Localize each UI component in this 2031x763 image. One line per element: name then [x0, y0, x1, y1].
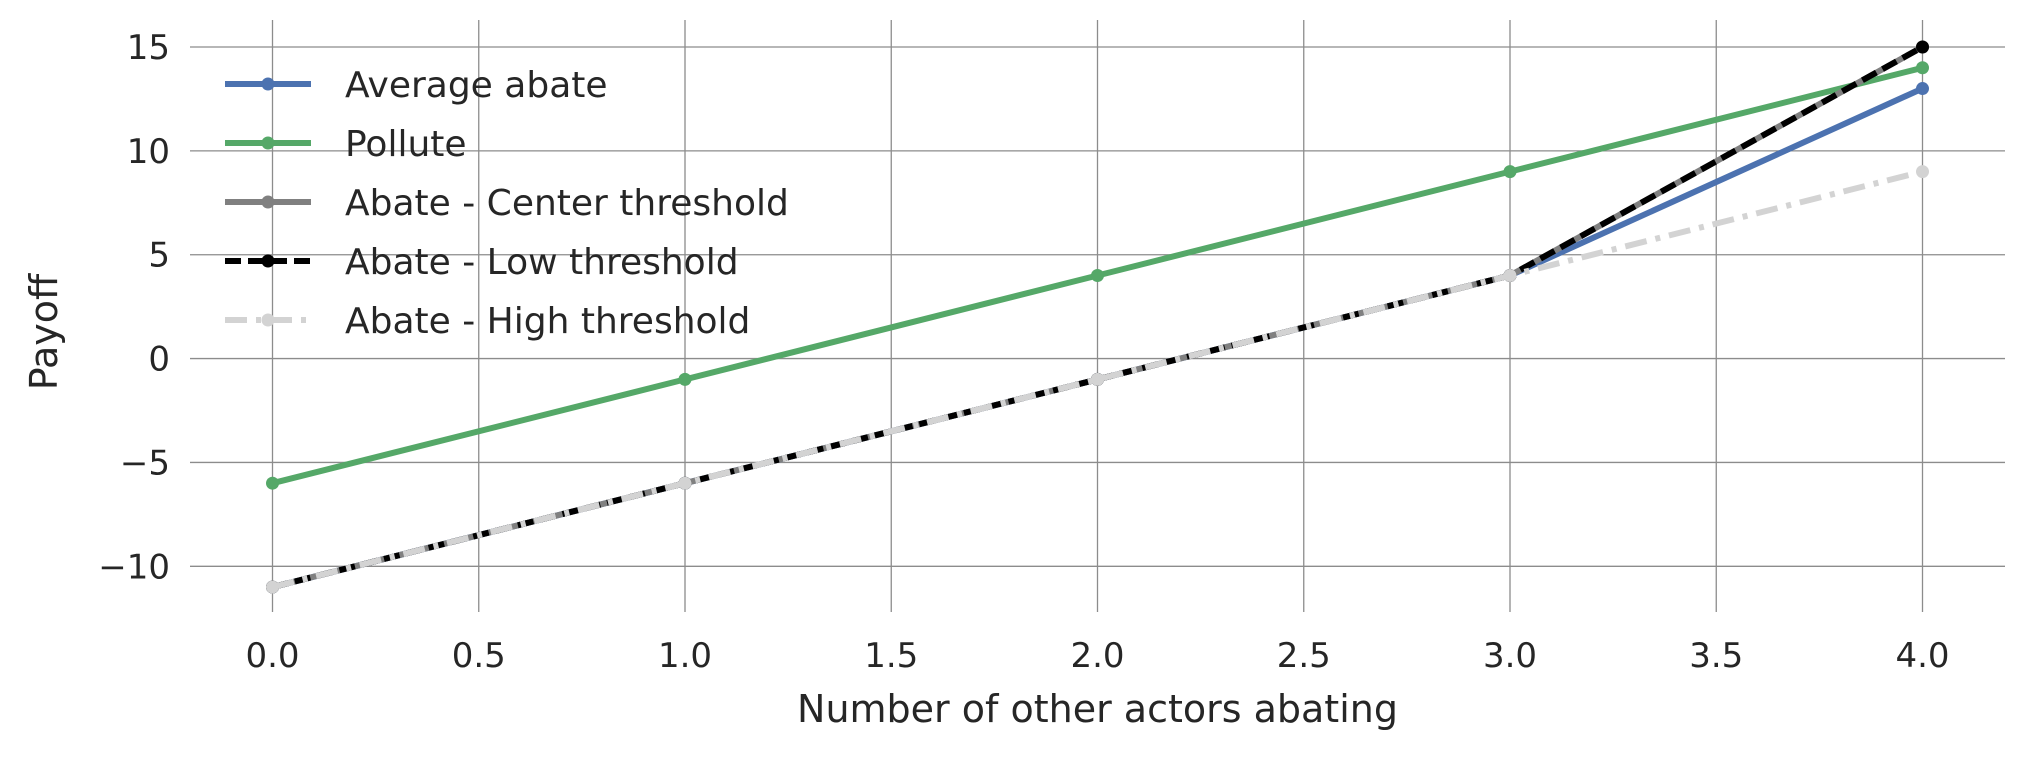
- data-point: [266, 580, 279, 594]
- y-tick-labels: −10 −5 0 5 10 15: [98, 28, 170, 587]
- x-tick-labels: 0.0 0.5 1.0 1.5 2.0 2.5 3.0 3.5 4.0: [245, 636, 1949, 676]
- legend-item-4: Abate - High threshold: [225, 301, 750, 342]
- y-tick-label: 0: [148, 340, 170, 380]
- legend-label: Abate - Low threshold: [345, 242, 739, 283]
- data-point: [1916, 82, 1929, 96]
- legend-label: Abate - High threshold: [345, 301, 750, 342]
- x-tick-label: 0.0: [245, 636, 299, 676]
- data-point: [1916, 165, 1929, 179]
- data-point: [678, 372, 692, 386]
- data-point: [1503, 165, 1517, 179]
- legend-item-0: Average abate: [225, 65, 608, 106]
- data-point: [1091, 268, 1104, 282]
- legend-item-1: Pollute: [225, 124, 467, 165]
- data-point: [1503, 268, 1517, 282]
- series-4: [266, 165, 1929, 594]
- y-tick-label: 15: [127, 28, 170, 68]
- x-tick-label: 1.0: [658, 636, 712, 676]
- legend-marker: [261, 77, 275, 91]
- legend-item-2: Abate - Center threshold: [225, 183, 789, 224]
- y-tick-label: −5: [120, 443, 170, 483]
- series-line: [271, 168, 1924, 591]
- data-point: [678, 476, 692, 490]
- x-tick-label: 1.5: [864, 636, 918, 676]
- legend-label: Average abate: [345, 65, 608, 106]
- x-tick-label: 4.0: [1895, 636, 1949, 676]
- legend-marker: [261, 313, 275, 327]
- y-axis-label: Payoff: [22, 273, 66, 390]
- x-tick-label: 2.0: [1070, 636, 1124, 676]
- y-tick-label: 10: [127, 132, 170, 172]
- y-tick-label: −10: [98, 547, 170, 587]
- x-tick-label: 0.5: [452, 636, 506, 676]
- legend: Average abate Pollute Abate - Center thres…: [225, 65, 789, 342]
- grid: [190, 20, 2005, 612]
- legend-marker: [261, 254, 275, 268]
- data-point: [1916, 61, 1929, 75]
- legend-marker: [261, 195, 275, 209]
- legend-label: Abate - Center threshold: [345, 183, 789, 224]
- x-axis-label: Number of other actors abating: [797, 687, 1398, 731]
- legend-item-3: Abate - Low threshold: [225, 242, 739, 283]
- legend-marker: [261, 136, 275, 150]
- x-tick-label: 2.5: [1277, 636, 1331, 676]
- x-tick-label: 3.5: [1689, 636, 1743, 676]
- series-layer: [266, 40, 1929, 594]
- series-1: [266, 61, 1929, 490]
- data-point: [1091, 372, 1104, 386]
- x-tick-label: 3.0: [1483, 636, 1537, 676]
- legend-label: Pollute: [345, 124, 467, 165]
- data-point: [1916, 40, 1929, 54]
- y-tick-label: 5: [148, 236, 170, 276]
- data-point: [266, 476, 279, 490]
